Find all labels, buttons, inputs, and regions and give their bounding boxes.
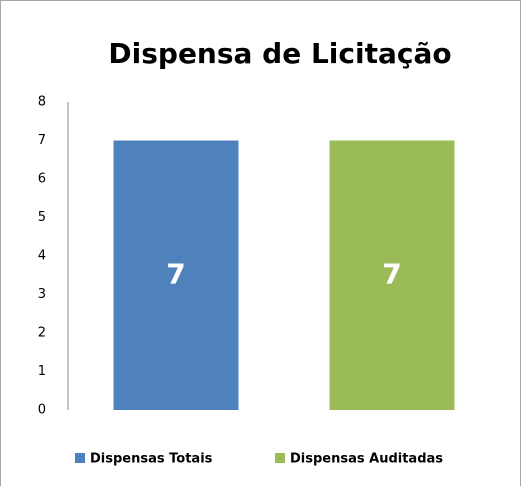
chart-title: Dispensa de Licitação: [108, 37, 451, 70]
legend-swatch: [275, 453, 285, 463]
y-tick-label: 6: [38, 172, 46, 187]
y-tick-label: 3: [38, 287, 46, 302]
y-tick-label: 8: [38, 95, 46, 110]
y-tick-label: 7: [38, 133, 46, 148]
y-tick-label: 4: [38, 249, 46, 264]
data-label: 7: [166, 257, 185, 290]
legend-swatch: [75, 453, 85, 463]
legend-label: Dispensas Auditadas: [290, 452, 443, 467]
y-tick-label: 5: [38, 210, 46, 225]
y-tick-label: 2: [38, 326, 46, 341]
data-label: 7: [382, 257, 401, 290]
y-tick-label: 1: [38, 364, 46, 379]
legend-label: Dispensas Totais: [90, 452, 213, 467]
bar: [113, 140, 239, 410]
y-tick-label: 0: [38, 403, 46, 418]
bar: [329, 140, 455, 410]
